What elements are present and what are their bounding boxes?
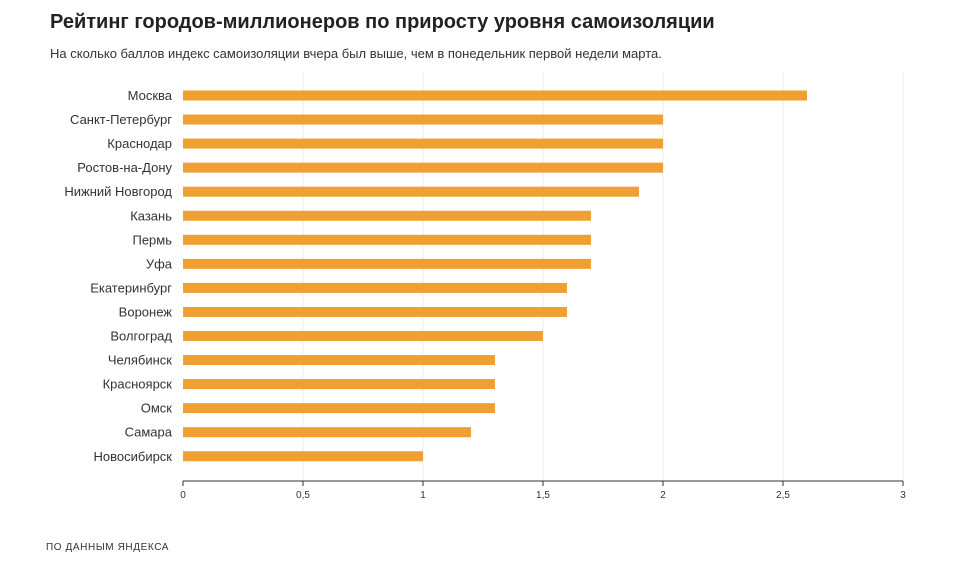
bar	[183, 90, 807, 101]
category-label: Пермь	[132, 232, 172, 247]
chart-title: Рейтинг городов-миллионеров по приросту …	[50, 11, 715, 33]
bar	[183, 427, 471, 438]
x-tick-label: 3	[900, 490, 906, 501]
category-label: Ростов-на-Дону	[77, 160, 172, 175]
x-tick-label: 0,5	[296, 490, 310, 501]
bar	[183, 186, 639, 197]
category-label: Красноярск	[103, 377, 173, 392]
grid-lines	[302, 72, 904, 481]
x-tick-label: 1,5	[536, 490, 550, 501]
bar	[183, 258, 591, 269]
category-label: Омск	[141, 401, 173, 416]
bar	[183, 210, 591, 221]
bar	[183, 282, 567, 293]
category-label: Волгоград	[110, 329, 172, 344]
bar	[183, 162, 663, 173]
category-label: Казань	[130, 208, 172, 223]
category-labels: Москва Санкт-Петербург Краснодар Ростов-на-…	[64, 88, 172, 464]
bar	[183, 379, 495, 390]
category-label: Воронеж	[119, 304, 173, 319]
category-label: Москва	[128, 88, 173, 103]
x-axis: 0 0,5 1 1,5 2 2,5 3	[180, 480, 906, 501]
category-label: Самара	[125, 425, 173, 440]
category-label: Екатеринбург	[90, 280, 172, 295]
bar	[183, 451, 423, 462]
category-label: Новосибирск	[94, 449, 173, 464]
category-label: Челябинск	[108, 353, 172, 368]
category-label: Санкт-Петербург	[70, 112, 172, 127]
x-tick-label: 2,5	[776, 490, 790, 501]
category-label: Краснодар	[107, 136, 172, 151]
bar	[183, 355, 495, 366]
category-label: Уфа	[146, 256, 173, 271]
x-tick-label: 0	[180, 490, 186, 501]
source-note: ПО ДАННЫМ ЯНДЕКСА	[46, 542, 170, 553]
bar	[183, 306, 567, 317]
bar	[183, 138, 663, 149]
chart-subtitle: На сколько баллов индекс самоизоляции вч…	[50, 46, 662, 61]
bars	[183, 90, 807, 462]
category-label: Нижний Новгород	[64, 184, 172, 199]
bar	[183, 403, 495, 414]
x-tick-label: 2	[660, 490, 666, 501]
bar	[183, 114, 663, 125]
bar	[183, 331, 543, 341]
x-tick-label: 1	[420, 490, 426, 501]
bar	[183, 234, 591, 245]
